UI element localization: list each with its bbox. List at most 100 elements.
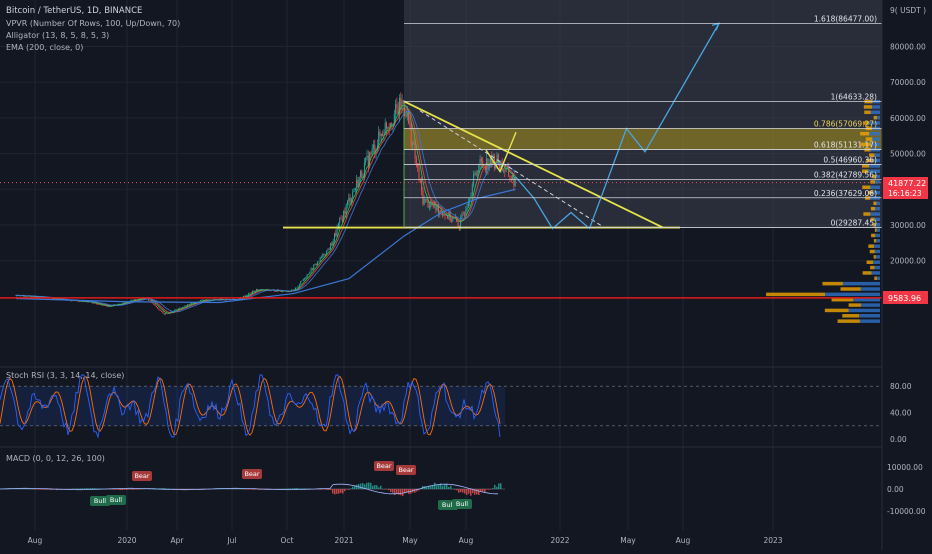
candle-body [369,152,371,167]
macd-histogram-bar [488,489,490,490]
macd-histogram-bar [278,488,280,490]
candle-body [397,107,399,115]
macd-histogram-bar [72,488,74,490]
macd-histogram-bar [332,489,334,494]
macd-histogram-bar [36,489,38,490]
candle-body [115,304,117,306]
candle-body [334,233,335,241]
macd-histogram-bar [98,488,100,489]
candle-body [471,184,473,196]
symbol-title[interactable]: Bitcoin / TetherUS, 1D, BINANCE [6,6,142,16]
candle-body [297,286,299,288]
candle-body [445,215,447,216]
macd-histogram-bar [292,488,294,489]
indicator-ema[interactable]: EMA (200, close, 0) [6,43,83,52]
volume-bar-up [874,265,880,270]
volume-bar-up [869,121,880,125]
volume-bar-down [870,206,876,211]
candle-body [323,254,325,256]
macd-histogram-bar [416,489,418,492]
indicator-alligator[interactable]: Alligator (13, 8, 5, 8, 5, 3) [6,31,109,40]
candle-body [340,218,342,220]
macd-histogram-bar [328,489,330,490]
macd-histogram-bar [400,489,402,496]
current-price-badge [883,177,928,199]
macd-histogram-bar [428,486,430,489]
volume-bar-down [860,142,872,147]
candle-body [401,100,403,110]
indicator-vpvr[interactable]: VPVR (Number Of Rows, 100, Up/Down, 70) [6,19,180,28]
macd-signal-label: Bull [110,496,122,504]
candle-body [400,97,402,110]
projection-path[interactable] [515,23,720,230]
macd-histogram-bar [134,489,136,490]
candle-body [180,307,182,309]
macd-histogram-bar [164,488,166,489]
volume-bar-down [869,249,875,254]
candle-body [318,260,320,262]
volume-bar-up [874,217,880,222]
candle-body [189,303,191,305]
candle-body [301,280,303,282]
fib-zone-shade [404,0,882,228]
volume-bar-down [822,281,843,286]
macd-histogram-bar [384,489,386,490]
candle-body [425,198,426,200]
volume-bar-up [842,281,880,286]
candle-body [479,158,481,166]
volume-profile [766,99,880,323]
volume-bar-down [848,303,861,307]
candle-body [439,210,441,214]
volume-bar-up [870,110,880,115]
candle-body [447,215,449,219]
macd-histogram-bar [94,488,96,489]
macd-histogram-bar [484,489,486,493]
candle-body [308,273,309,275]
macd-histogram-bar [450,485,452,489]
macd-histogram-bar [34,489,36,490]
macd-signal-badge [396,465,416,475]
candle-body [514,179,516,186]
macd-histogram-bar [474,489,476,495]
candle-body [505,167,507,172]
candle-body [292,290,294,291]
candle-body [356,179,358,188]
candle-body [155,305,157,308]
volume-bar-down [871,233,876,238]
macd-histogram-bar [494,484,496,489]
macd-histogram-bar [92,487,94,489]
candle-body [198,301,200,302]
candle-body [436,204,438,211]
macd-title[interactable]: MACD (0, 0, 12, 26, 100) [6,454,105,463]
price-axis-label: 70000.00 [890,78,926,87]
macd-histogram-bar [78,488,80,490]
time-axis-label: May [620,536,636,545]
macd-histogram-bar [468,489,470,494]
macd-histogram-bar [296,488,298,489]
macd-histogram-bar [298,488,300,489]
candle-body [131,299,133,301]
volume-bar-up [825,292,880,297]
candle-body [475,172,477,175]
fib-level-label: 0(29287.45) [831,219,877,228]
macd-histogram-bar [356,484,358,489]
macd-histogram-bar [466,489,468,495]
candle-body [426,198,428,200]
macd-histogram-bar [122,489,124,491]
macd-histogram-bar [456,489,458,491]
candle-body [51,298,53,300]
time-axis-label: Aug [28,536,43,545]
fib-level-label: 0.5(46960.36) [823,155,877,164]
candle-body [375,150,377,154]
stoch-rsi-title[interactable]: Stoch RSI (3, 3, 14, 14, close) [6,371,124,380]
time-axis-label: 2020 [117,536,136,545]
candle-body [322,254,324,257]
stoch-axis-label: 40.00 [890,409,912,418]
macd-histogram-bar [244,489,246,490]
candle-body [175,309,177,310]
volume-bar-up [876,174,880,179]
macd-histogram-bar [46,489,48,490]
volume-bar-down [874,228,877,232]
